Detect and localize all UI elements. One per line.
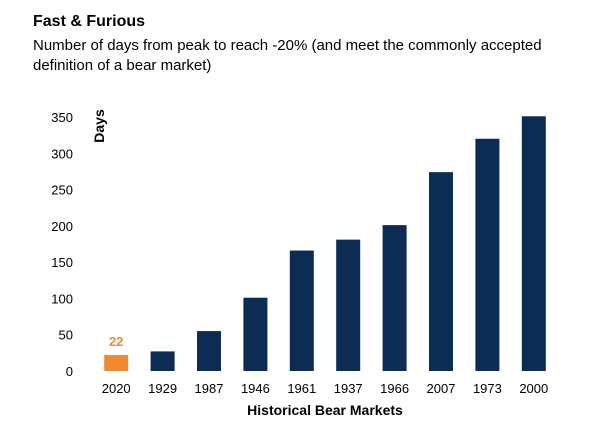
data-labels: 22 [109, 334, 123, 349]
bar-2000 [521, 116, 546, 371]
y-tick-label: 100 [51, 291, 73, 306]
bar-1937 [336, 239, 361, 371]
bars [104, 116, 546, 371]
chart-title: Fast & Furious [33, 13, 146, 30]
bar-2007 [429, 172, 453, 371]
y-tick-label: 350 [51, 110, 73, 125]
y-tick-label: 300 [51, 146, 73, 161]
x-tick-label: 1929 [148, 381, 177, 396]
bar-1987 [197, 331, 221, 371]
x-axis-ticks: 2020 1929 1987 1946 1961 1937 1966 2007 1973 2000 [102, 381, 549, 396]
bar-1961 [289, 250, 314, 371]
x-tick-label: 1966 [380, 381, 409, 396]
x-tick-label: 1987 [195, 381, 224, 396]
x-tick-label: 1961 [287, 381, 316, 396]
y-tick-label: 150 [51, 255, 73, 270]
x-tick-label: 1937 [334, 381, 363, 396]
data-label-2020: 22 [109, 334, 123, 349]
y-tick-label: 250 [51, 183, 73, 198]
bar-1966 [382, 225, 407, 371]
x-tick-label: 1973 [473, 381, 502, 396]
bar-2020 [104, 355, 129, 371]
x-tick-label: 1946 [241, 381, 270, 396]
y-tick-label: 200 [51, 219, 73, 234]
x-tick-label: 2007 [427, 381, 456, 396]
y-axis-label: Days [91, 109, 107, 143]
x-tick-label: 2000 [519, 381, 548, 396]
x-axis-label: Historical Bear Markets [247, 402, 403, 418]
y-tick-label: 50 [59, 328, 73, 343]
bar-1946 [243, 297, 268, 371]
y-axis-ticks: 0 50 100 150 200 250 300 350 [51, 110, 73, 379]
chart-subtitle: Number of days from peak to reach -20% (… [33, 37, 542, 74]
bar-1929 [150, 351, 175, 371]
bar-1973 [475, 138, 500, 371]
y-tick-label: 0 [66, 364, 73, 379]
x-tick-label: 2020 [102, 381, 131, 396]
